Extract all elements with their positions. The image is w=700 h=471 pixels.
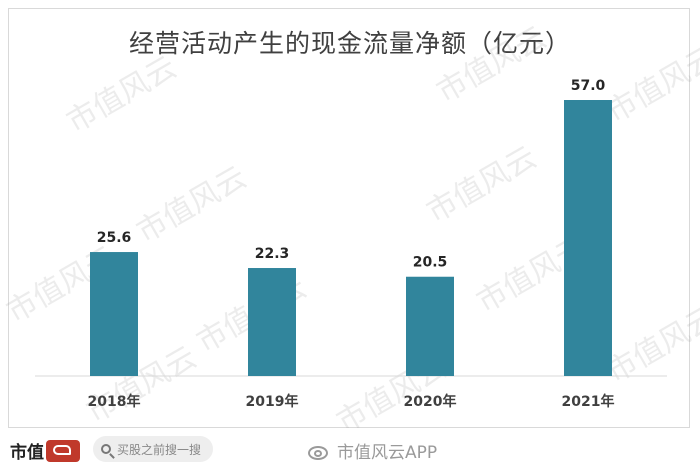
data-label-2: 20.5 <box>413 255 448 271</box>
x-tick-label-3: 2021年 <box>562 393 615 410</box>
data-label-0: 25.6 <box>97 230 132 246</box>
weibo-watermark: 市值风云APP <box>307 438 437 463</box>
x-tick-label-2: 2020年 <box>404 393 457 410</box>
data-label-1: 22.3 <box>255 246 290 262</box>
search-icon <box>101 444 111 454</box>
data-label-3: 57.0 <box>571 78 606 94</box>
bar-3 <box>564 100 612 376</box>
bar-2 <box>406 276 454 376</box>
brand-mark-icon <box>46 439 80 462</box>
bar-1 <box>248 268 296 376</box>
bar-0 <box>90 252 138 376</box>
brand-name: 市值 <box>10 443 44 463</box>
weibo-text: 市值风云APP <box>337 443 438 463</box>
x-tick-label-0: 2018年 <box>88 393 141 410</box>
search-box[interactable]: 买股之前搜一搜 <box>93 436 213 462</box>
weibo-icon <box>307 441 333 461</box>
search-placeholder: 买股之前搜一搜 <box>117 442 202 457</box>
x-tick-label-1: 2019年 <box>246 393 299 410</box>
brand-logo[interactable]: 市值 <box>10 438 80 463</box>
chart-title: 经营活动产生的现金流量净额（亿元） <box>128 29 571 58</box>
footer-bar: 市值 买股之前搜一搜 市值风云APP <box>0 428 700 471</box>
bar-chart: 25.6 2018年 22.3 2019年 20.5 2020年 57.0 2021年 <box>35 78 667 410</box>
